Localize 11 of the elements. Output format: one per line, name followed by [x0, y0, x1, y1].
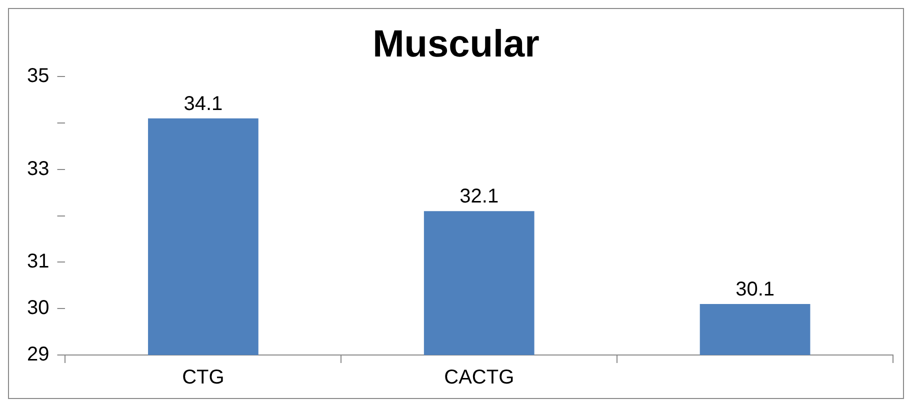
data-label: 32.1: [460, 186, 499, 208]
x-tick-label: CACTG: [444, 366, 514, 389]
y-tick-label: 35: [26, 65, 50, 88]
data-label: 34.1: [184, 92, 223, 115]
chart-title: Muscular: [372, 23, 540, 66]
y-tick-label: 31: [26, 250, 50, 273]
y-tick-label: 29: [26, 344, 50, 366]
data-label: 30.1: [736, 278, 775, 300]
y-tick-label: 33: [26, 158, 50, 180]
y-tick-label: 30: [26, 297, 50, 320]
x-tick-label: CTG: [182, 366, 224, 389]
